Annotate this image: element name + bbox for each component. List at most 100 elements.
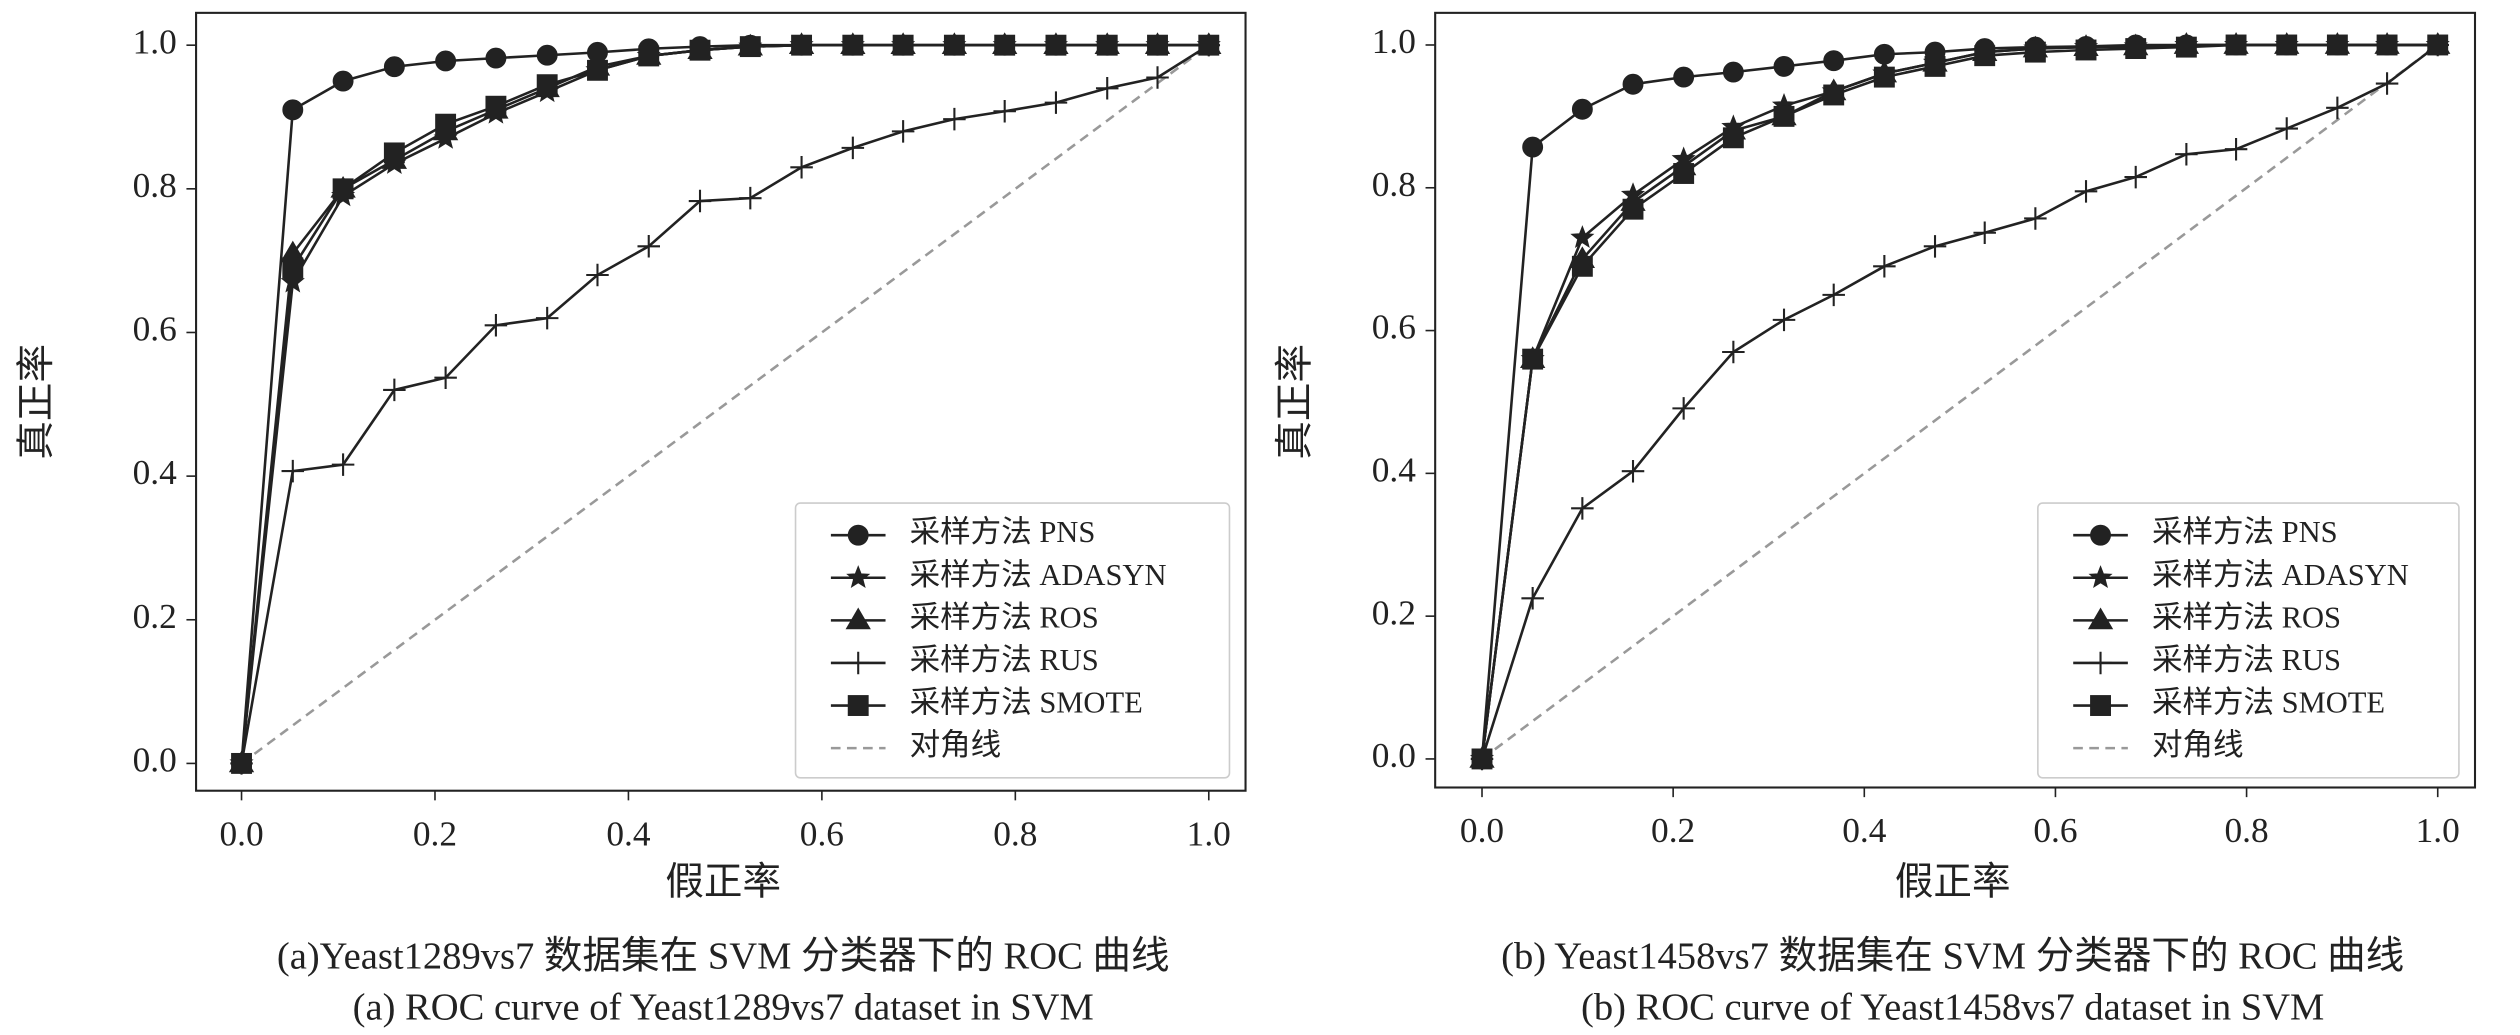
- caption: (b) ROC curve of Yeast1458vs7 dataset in…: [1581, 987, 2324, 1029]
- marker: [2090, 695, 2111, 716]
- legend-label: 对角线: [2152, 728, 2244, 762]
- marker: [847, 695, 869, 716]
- marker: [2124, 165, 2147, 189]
- x-tick-label: 0.4: [606, 813, 651, 853]
- marker: [1823, 84, 1845, 106]
- marker: [1722, 127, 1744, 149]
- legend-label: 采样方法 SMOTE: [910, 686, 1143, 720]
- marker: [1673, 66, 1695, 88]
- marker: [637, 235, 660, 258]
- marker: [1522, 348, 1544, 370]
- marker: [2075, 39, 2097, 61]
- y-axis-label: 真正率: [15, 344, 58, 460]
- x-tick-label: 0.2: [413, 813, 457, 853]
- legend-label: 采样方法 ADASYN: [910, 558, 1167, 592]
- marker: [434, 366, 457, 389]
- marker: [1773, 105, 1795, 127]
- marker: [282, 99, 304, 121]
- y-tick-label: 1.0: [1372, 21, 1416, 61]
- marker: [536, 74, 558, 96]
- marker: [1571, 255, 1593, 277]
- marker: [2225, 34, 2247, 56]
- x-tick-label: 0.4: [1842, 810, 1887, 850]
- marker: [2087, 607, 2114, 630]
- marker: [231, 752, 252, 774]
- legend-box: [794, 502, 1231, 779]
- marker: [282, 257, 304, 279]
- marker: [1146, 66, 1169, 89]
- x-tick-label: 0.8: [2224, 810, 2268, 850]
- y-tick-label: 0.0: [133, 740, 177, 780]
- marker: [2276, 34, 2298, 56]
- marker: [2427, 34, 2449, 56]
- marker: [2125, 38, 2147, 60]
- y-tick-label: 0.4: [133, 452, 178, 492]
- y-tick-label: 0.0: [1372, 735, 1416, 775]
- marker: [1571, 497, 1594, 520]
- marker: [2326, 34, 2348, 56]
- x-tick-label: 0.8: [993, 813, 1037, 853]
- marker: [1471, 748, 1493, 770]
- y-tick-label: 0.6: [1372, 307, 1416, 347]
- x-axis-label: 假正率: [1895, 860, 2011, 903]
- marker: [2175, 36, 2197, 58]
- marker: [2326, 96, 2349, 120]
- marker: [484, 314, 508, 337]
- marker: [332, 178, 354, 200]
- marker: [790, 156, 813, 179]
- marker: [891, 120, 915, 143]
- series-line: [1480, 43, 2439, 760]
- y-tick-label: 0.8: [1372, 164, 1416, 204]
- x-axis-label: 假正率: [665, 860, 781, 903]
- y-tick-label: 0.2: [133, 596, 177, 636]
- x-tick-label: 0.6: [2033, 810, 2077, 850]
- marker: [1522, 136, 1544, 158]
- marker: [1571, 98, 1593, 120]
- marker: [2024, 207, 2047, 230]
- marker: [485, 95, 507, 117]
- marker: [587, 59, 608, 81]
- legend-label: 采样方法 ROS: [2152, 600, 2341, 634]
- marker: [1622, 73, 1644, 95]
- marker: [2376, 34, 2398, 56]
- legend-label: 采样方法 SMOTE: [2152, 686, 2385, 720]
- marker: [842, 34, 864, 56]
- marker: [2089, 651, 2112, 675]
- marker: [1672, 397, 1695, 420]
- marker: [2074, 180, 2098, 203]
- y-axis-label: 真正率: [1273, 344, 1316, 460]
- legend-label: 采样方法 ROS: [910, 600, 1099, 634]
- marker: [1045, 34, 1067, 56]
- plot-frame: [195, 11, 1247, 792]
- marker: [485, 47, 507, 69]
- marker: [435, 50, 457, 72]
- reference-line: [1481, 43, 2439, 760]
- marker: [1974, 45, 1996, 67]
- caption: (b) Yeast1458vs7 数据集在 SVM 分类器下的 ROC 曲线: [1501, 934, 2404, 977]
- marker: [841, 136, 865, 160]
- caption: (a)Yeast1289vs7 数据集在 SVM 分类器下的 ROC 曲线: [277, 934, 1170, 977]
- marker: [535, 306, 559, 330]
- marker: [2024, 41, 2046, 63]
- legend-label: 采样方法 RUS: [2152, 643, 2341, 677]
- marker: [1044, 91, 1068, 114]
- y-tick-label: 0.4: [1372, 449, 1417, 489]
- marker: [1673, 163, 1695, 184]
- marker: [791, 34, 813, 56]
- x-tick-label: 0.6: [800, 813, 844, 853]
- marker: [846, 651, 870, 675]
- legend-label: 采样方法 ADASYN: [2152, 558, 2409, 592]
- marker: [2090, 524, 2111, 546]
- marker: [1822, 283, 1845, 307]
- marker: [994, 34, 1016, 56]
- marker: [2224, 137, 2248, 161]
- marker: [739, 36, 761, 58]
- legend-label: 对角线: [910, 728, 1002, 762]
- marker: [739, 186, 762, 210]
- marker: [281, 459, 305, 483]
- x-tick-label: 1.0: [1187, 813, 1231, 853]
- marker: [638, 45, 660, 67]
- y-tick-label: 0.6: [133, 309, 177, 349]
